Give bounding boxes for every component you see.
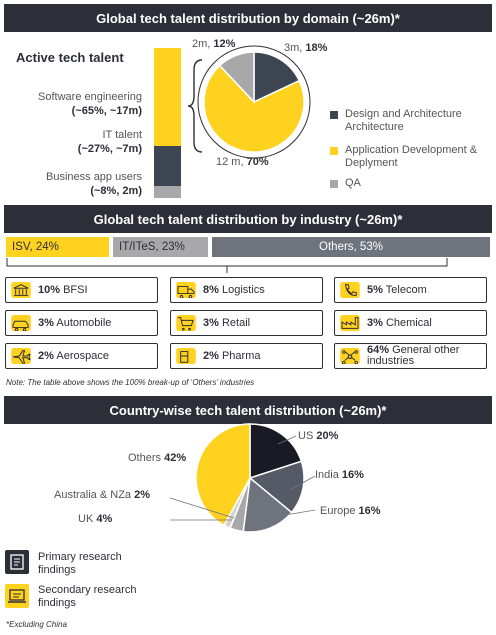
- pie-slice-us: [249, 423, 303, 480]
- industry-name: Automobile: [56, 316, 112, 329]
- pie-slice-india: [248, 460, 305, 514]
- segment-ites: IT/ITeS, 23%: [113, 237, 208, 257]
- industry-name: Logistics: [221, 283, 265, 296]
- plane-icon: [11, 348, 31, 364]
- industry-name: Chemical: [385, 316, 432, 329]
- country-pie: [169, 423, 316, 533]
- secondary-research-icon: [5, 584, 29, 608]
- uk-label: UK 4%: [78, 513, 113, 525]
- industry-pct: 2%: [38, 349, 54, 362]
- pill-icon: [176, 348, 196, 364]
- domain-header: Global tech talent distribution by domai…: [4, 4, 492, 32]
- domain-pie: [197, 45, 311, 159]
- country-header: Country-wise tech talent distribution (~…: [4, 396, 492, 424]
- legend-swatch: [330, 180, 338, 188]
- leader-india: [289, 475, 316, 491]
- stack-segment-software: [154, 48, 181, 146]
- factory-icon: [340, 315, 360, 331]
- legend-swatch: [330, 111, 338, 119]
- pie-slice-design: [253, 51, 301, 104]
- software-label: Software engineering (~65%, ~17m): [38, 91, 142, 117]
- industry-card-automobile: 3% Automobile: [5, 310, 158, 336]
- cart-icon: [176, 315, 196, 331]
- business-label: Business app users (~8%, 2m): [46, 171, 142, 197]
- primary-research-icon: [5, 550, 29, 574]
- active-talent-stacked-bar: [154, 48, 181, 198]
- industry-note: Note: The table above shows the 100% bre…: [6, 378, 255, 387]
- industry-pct: 3%: [203, 316, 219, 329]
- industry-pct: 5%: [367, 283, 383, 296]
- truck-icon: [176, 282, 196, 298]
- legend-application: Application Development & Deplyment: [330, 144, 490, 170]
- legend-swatch: [330, 147, 338, 155]
- industry-card-logistics: 8% Logistics: [170, 277, 323, 303]
- industry-name: BFSI: [63, 283, 88, 296]
- industry-card-retail: 3% Retail: [170, 310, 323, 336]
- leader-aus: [169, 497, 235, 519]
- industry-pct: 3%: [38, 316, 54, 329]
- others-bracket: [6, 258, 448, 273]
- industry-pct: 64%: [367, 344, 390, 356]
- europe-label: Europe 16%: [320, 505, 381, 517]
- design-pie-label: 3m, 18%: [284, 42, 328, 54]
- segment-isv: ISV, 24%: [6, 237, 109, 257]
- industry-card-pharma: 2% Pharma: [170, 343, 323, 369]
- pie-slice-europe: [242, 476, 293, 533]
- aus-label: Australia & NZa 2%: [54, 489, 150, 501]
- footnote: *Excluding China: [6, 620, 67, 629]
- pie-slice-qa: [218, 51, 255, 104]
- stack-segment-business: [154, 186, 181, 198]
- industry-name: Telecom: [385, 283, 427, 296]
- it-label: IT talent (~27%, ~7m): [77, 129, 142, 155]
- us-label: US 20%: [298, 430, 339, 442]
- industry-pct: 3%: [367, 316, 383, 329]
- leader-us: [277, 435, 297, 445]
- phone-icon: [340, 282, 360, 298]
- industry-pct: 8%: [203, 283, 219, 296]
- pie-slice-others: [195, 423, 251, 527]
- industry-name: Retail: [221, 316, 251, 329]
- industry-card-chemical: 3% Chemical: [334, 310, 487, 336]
- stack-segment-it: [154, 145, 181, 186]
- leader-europe: [267, 509, 316, 519]
- industry-pct: 10%: [38, 283, 61, 296]
- brace-icon: [187, 59, 203, 153]
- segment-others: Others, 53%: [212, 237, 490, 257]
- industry-header: Global tech talent distribution by indus…: [4, 205, 492, 233]
- active-talent-title: Active tech talent: [16, 50, 124, 65]
- car-icon: [11, 315, 31, 331]
- bank-icon: [11, 282, 31, 298]
- industry-card-bfsi: 10% BFSI: [5, 277, 158, 303]
- india-label: India 16%: [315, 469, 364, 481]
- industry-name: Aerospace: [56, 349, 109, 362]
- primary-research-label: Primary research findings: [38, 551, 122, 576]
- network-icon: [340, 348, 360, 364]
- industry-name: Pharma: [221, 349, 261, 362]
- industry-card-telecom: 5% Telecom: [334, 277, 487, 303]
- industry-card-general: 64% General other industries: [334, 343, 487, 369]
- industry-name: General other industries: [367, 344, 460, 367]
- qa-pie-label: 2m, 12%: [192, 38, 236, 50]
- pie-slice-application: [203, 64, 305, 153]
- secondary-research-label: Secondary research findings: [38, 584, 137, 609]
- legend-qa: QA: [330, 177, 490, 190]
- others-label: Others 42%: [128, 452, 187, 464]
- app-pie-label: 12 m, 70%: [216, 156, 269, 168]
- legend-design: Design and Architecture Architecture: [330, 108, 490, 134]
- industry-pct: 2%: [203, 349, 219, 362]
- industry-card-aerospace: 2% Aerospace: [5, 343, 158, 369]
